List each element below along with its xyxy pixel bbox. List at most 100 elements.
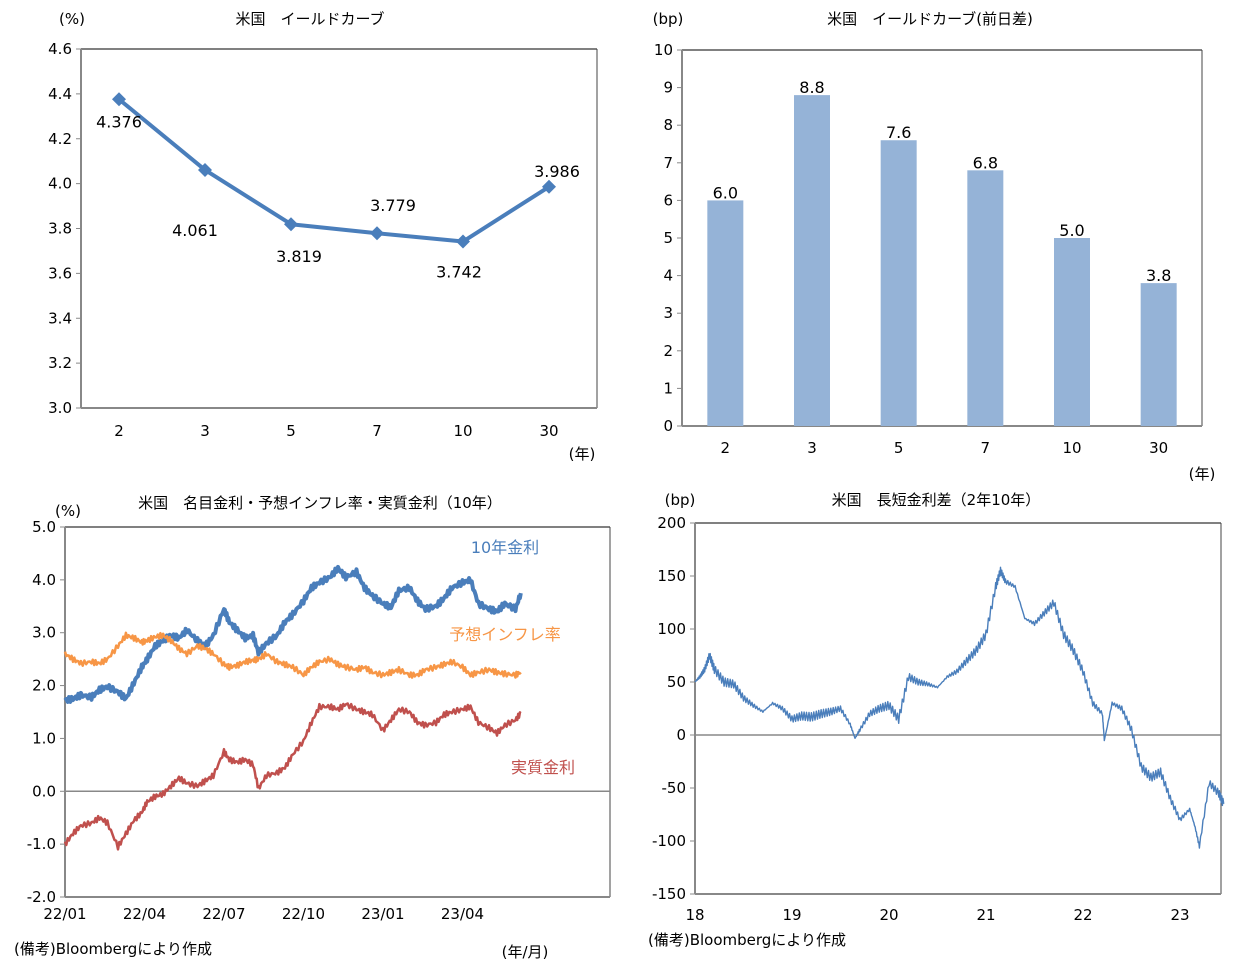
chart4-y-tick-label: 50 (667, 673, 686, 691)
chart2-bar (967, 170, 1004, 426)
chart1-y-tick-label: 3.2 (48, 354, 72, 372)
chart4-x-tick-label: 21 (976, 906, 995, 924)
chart1-y-tick-label: 3.4 (48, 309, 72, 327)
chart2-x-tick-label: 30 (1149, 439, 1168, 457)
chart1-y-tick-label: 4.2 (48, 130, 72, 148)
chart3-x-tick-label: 23/04 (441, 905, 484, 923)
chart3-series-inflation-label: 予想インフレ率 (449, 625, 561, 644)
chart1-x-tick-label: 5 (286, 422, 296, 440)
chart2-y-tick-label: 1 (663, 379, 673, 397)
chart4-x-tick-label: 23 (1170, 906, 1189, 924)
chart1-x-tick-label: 10 (453, 422, 472, 440)
chart3-series-real (63, 702, 522, 851)
chart4-x-tick-label: 22 (1073, 906, 1092, 924)
chart1-data-label: 3.986 (534, 162, 580, 181)
chart4-series-spread (694, 566, 1225, 849)
chart2-bar (707, 200, 744, 426)
chart4-y-tick-label: 100 (657, 620, 686, 638)
chart2-y-tick-label: 5 (663, 229, 673, 247)
chart1-y-tick-label: 3.0 (48, 399, 72, 417)
chart-yield-spread: 米国 長短金利差（2年10年） (bp) (備考)Bloombergにより作成 … (648, 491, 1225, 949)
chart3-series-nominal (63, 564, 523, 704)
chart3-series-inflation (63, 631, 522, 679)
chart2-y-tick-label: 0 (663, 417, 673, 435)
chart1-x-unit: (年) (569, 445, 596, 463)
chart3-x-tick-label: 22/07 (202, 905, 245, 923)
chart1-point-marker (284, 217, 298, 232)
chart1-series-line (117, 97, 551, 244)
chart1-data-label: 3.779 (370, 196, 416, 215)
chart3-x-tick-label: 23/01 (361, 905, 404, 923)
chart4-y-tick-label: -150 (652, 885, 686, 903)
chart-yield-curve-change: 米国 イールドカーブ(前日差) (bp) (年) 0 1 2 3 4 5 6 7 8 9 10 6.0… (653, 10, 1216, 483)
chart2-bar (1140, 283, 1177, 426)
chart2-y-tick-label: 6 (663, 191, 673, 209)
chart2-title: 米国 イールドカーブ(前日差) (827, 10, 1033, 28)
chart3-y-tick-label: 0.0 (32, 782, 56, 800)
chart3-y-tick-label: -2.0 (27, 888, 56, 906)
chart1-data-label: 4.376 (96, 112, 142, 131)
chart3-y-tick-label: 2.0 (32, 677, 56, 695)
chart2-x-tick-label: 2 (721, 439, 731, 457)
chart4-x-tick-label: 20 (879, 906, 898, 924)
chart2-y-tick-label: 8 (663, 116, 673, 134)
chart4-source-note: (備考)Bloombergにより作成 (648, 931, 846, 949)
chart2-x-tick-label: 10 (1062, 439, 1081, 457)
chart3-series-nominal-label: 10年金利 (471, 538, 539, 557)
chart4-y-tick-label: 150 (657, 567, 686, 585)
chart4-y-tick-label: 200 (657, 514, 686, 532)
chart4-y-tick-label: -50 (662, 779, 687, 797)
chart1-y-tick-label: 4.0 (48, 175, 72, 193)
chart2-data-label: 7.6 (886, 123, 911, 142)
chart2-y-tick-label: 4 (663, 267, 673, 285)
chart1-title: 米国 イールドカーブ (235, 10, 384, 28)
chart3-y-tick-label: -1.0 (27, 835, 56, 853)
chart1-point-marker (198, 162, 212, 177)
chart2-data-label: 8.8 (799, 78, 824, 97)
chart3-title: 米国 名目金利・予想インフレ率・実質金利（10年） (138, 494, 502, 512)
chart2-y-unit: (bp) (653, 10, 684, 28)
chart2-y-tick-label: 7 (663, 154, 673, 172)
chart4-y-tick-label: 0 (676, 726, 686, 744)
chart4-title: 米国 長短金利差（2年10年） (832, 491, 1041, 509)
chart3-y-tick-label: 5.0 (32, 518, 56, 536)
chart1-x-tick-label: 3 (200, 422, 210, 440)
chart1-point-marker (112, 92, 126, 107)
chart2-y-tick-label: 9 (663, 79, 673, 97)
chart4-y-tick-label: -100 (652, 832, 686, 850)
chart2-y-tick-label: 3 (663, 304, 673, 322)
chart2-data-label: 6.8 (973, 153, 998, 172)
chart1-x-tick-label: 30 (539, 422, 558, 440)
chart2-y-tick-label: 2 (663, 342, 673, 360)
chart3-x-tick-label: 22/04 (123, 905, 166, 923)
chart-yield-curve: 米国 イールドカーブ (%) (年) 3.0 3.2 3.4 3.6 3.8 4.0 4.2… (48, 10, 598, 463)
chart2-x-tick-label: 5 (894, 439, 904, 457)
chart1-x-tick-label: 7 (372, 422, 382, 440)
chart2-bar (794, 95, 830, 427)
chart2-data-label: 5.0 (1059, 221, 1084, 240)
chart2-data-label: 3.8 (1146, 266, 1171, 285)
chart4-y-unit: (bp) (665, 491, 696, 509)
chart3-x-tick-label: 22/01 (43, 905, 86, 923)
chart1-y-tick-label: 3.6 (48, 264, 72, 282)
chart2-bar (1054, 238, 1090, 426)
chart4-x-tick-label: 19 (782, 906, 801, 924)
chart1-data-label: 4.061 (172, 221, 218, 240)
chart1-point-marker (370, 226, 384, 241)
chart3-y-tick-label: 3.0 (32, 624, 56, 642)
chart3-series-real-label: 実質金利 (511, 758, 575, 777)
chart2-y-tick-label: 10 (654, 41, 673, 59)
chart1-point-marker (456, 234, 470, 249)
chart2-x-tick-label: 7 (981, 439, 991, 457)
chart1-x-tick-label: 2 (114, 422, 124, 440)
chart1-point-marker (542, 179, 556, 194)
chart1-data-label: 3.742 (436, 263, 482, 282)
chart2-bar (880, 140, 917, 427)
chart3-y-tick-label: 4.0 (32, 571, 56, 589)
chart1-data-label: 3.819 (276, 247, 322, 266)
chart2-x-tick-label: 3 (807, 439, 817, 457)
chart-real-rate: 米国 名目金利・予想インフレ率・実質金利（10年） (%) (年/月) (備考)… (14, 494, 611, 961)
chart4-x-tick-label: 18 (685, 906, 704, 924)
chart1-y-tick-label: 4.6 (48, 40, 72, 58)
